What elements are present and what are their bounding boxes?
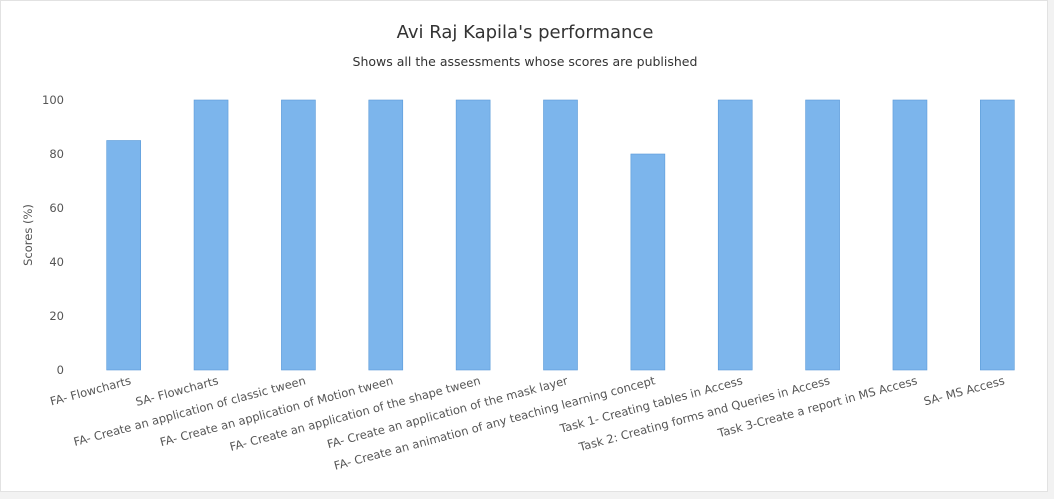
bar[interactable]	[193, 99, 229, 371]
bar[interactable]	[368, 99, 404, 371]
y-tick-label: 20	[49, 309, 64, 323]
bar[interactable]	[106, 140, 141, 371]
bar[interactable]	[543, 99, 578, 371]
bar[interactable]	[717, 99, 753, 371]
y-tick-label: 60	[49, 201, 64, 215]
chart-title: Avi Raj Kapila's performance	[397, 22, 654, 43]
y-axis-label: Scores (%)	[21, 204, 35, 266]
bar[interactable]	[630, 153, 666, 371]
x-tick-label: SA- MS Access	[922, 373, 1006, 408]
y-tick-label: 100	[42, 93, 64, 107]
bar[interactable]	[281, 99, 316, 371]
x-tick-label: FA- Flowcharts	[49, 373, 133, 408]
chart-subtitle: Shows all the assessments whose scores a…	[353, 54, 698, 69]
y-axis-ticks: 0 20 40 60 80 100	[42, 93, 64, 377]
bar[interactable]	[892, 99, 928, 371]
bar[interactable]	[455, 99, 491, 371]
y-tick-label: 0	[57, 363, 64, 377]
bar[interactable]	[980, 99, 1015, 371]
bar[interactable]	[805, 99, 840, 371]
bars	[106, 99, 1015, 371]
y-tick-label: 40	[49, 255, 64, 269]
y-tick-label: 80	[49, 147, 64, 161]
